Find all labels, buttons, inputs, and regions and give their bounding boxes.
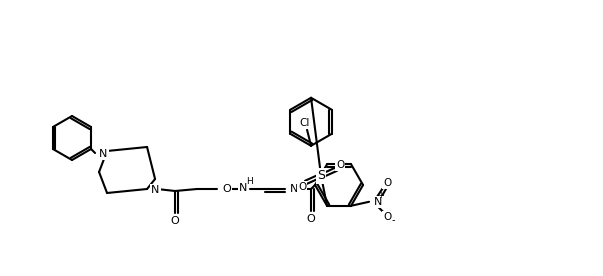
Text: O: O	[222, 184, 231, 194]
Text: S: S	[317, 169, 325, 182]
Text: N: N	[239, 183, 247, 193]
Text: H: H	[245, 177, 253, 187]
Text: O: O	[171, 216, 180, 226]
Text: N: N	[151, 185, 159, 195]
Text: O: O	[307, 214, 315, 224]
Text: Cl: Cl	[300, 118, 310, 128]
Text: O: O	[383, 212, 391, 222]
Text: N: N	[374, 197, 382, 207]
Text: -: -	[391, 215, 395, 225]
Text: N: N	[99, 149, 107, 159]
Text: +: +	[377, 191, 385, 200]
Text: N: N	[290, 184, 298, 194]
Text: O: O	[336, 160, 344, 170]
Text: O: O	[383, 178, 391, 188]
Text: O: O	[298, 182, 306, 192]
